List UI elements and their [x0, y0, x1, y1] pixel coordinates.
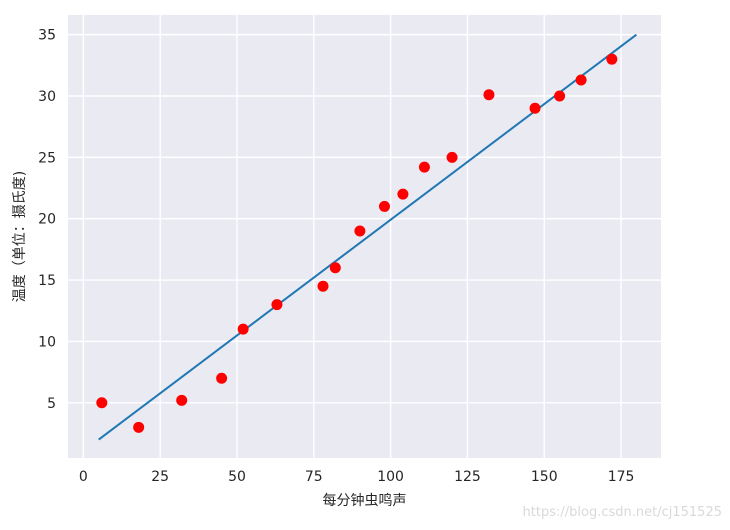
watermark: https://blog.csdn.net/cj151525: [522, 505, 722, 520]
data-point: [96, 397, 108, 409]
y-tick-label: 25: [38, 150, 56, 166]
data-point: [176, 394, 188, 406]
y-tick-label: 20: [38, 212, 56, 228]
y-tick-label: 15: [38, 273, 56, 289]
x-tick-label: 0: [79, 469, 88, 485]
data-point: [378, 200, 390, 212]
data-point: [606, 53, 618, 65]
data-point: [446, 151, 458, 163]
x-axis-label: 每分钟虫鸣声: [323, 492, 407, 509]
data-point: [554, 90, 566, 102]
data-point: [397, 188, 409, 200]
data-point: [329, 262, 341, 274]
data-point: [271, 299, 283, 311]
data-point: [575, 74, 587, 86]
y-axis-label: 温度（单位：摄氏度): [12, 171, 28, 302]
plot-background: [68, 15, 661, 458]
y-tick-label: 10: [38, 334, 56, 350]
x-tick-label: 50: [228, 469, 246, 485]
y-tick-label: 5: [47, 396, 56, 412]
x-tick-label: 150: [531, 469, 558, 485]
x-tick-label: 100: [377, 469, 404, 485]
x-tick-label: 175: [608, 469, 635, 485]
x-tick-label: 25: [151, 469, 169, 485]
x-tick-label: 75: [305, 469, 323, 485]
data-point: [237, 323, 249, 335]
fit-line: [98, 33, 638, 441]
x-tick-label: 125: [454, 469, 481, 485]
data-point: [354, 225, 366, 237]
data-point: [216, 372, 228, 384]
y-tick-label: 30: [38, 89, 56, 105]
y-tick-label: 35: [38, 28, 56, 44]
data-point: [529, 102, 541, 114]
data-point: [483, 89, 495, 101]
data-point: [418, 161, 430, 173]
data-point: [317, 280, 329, 292]
data-point: [133, 421, 145, 433]
